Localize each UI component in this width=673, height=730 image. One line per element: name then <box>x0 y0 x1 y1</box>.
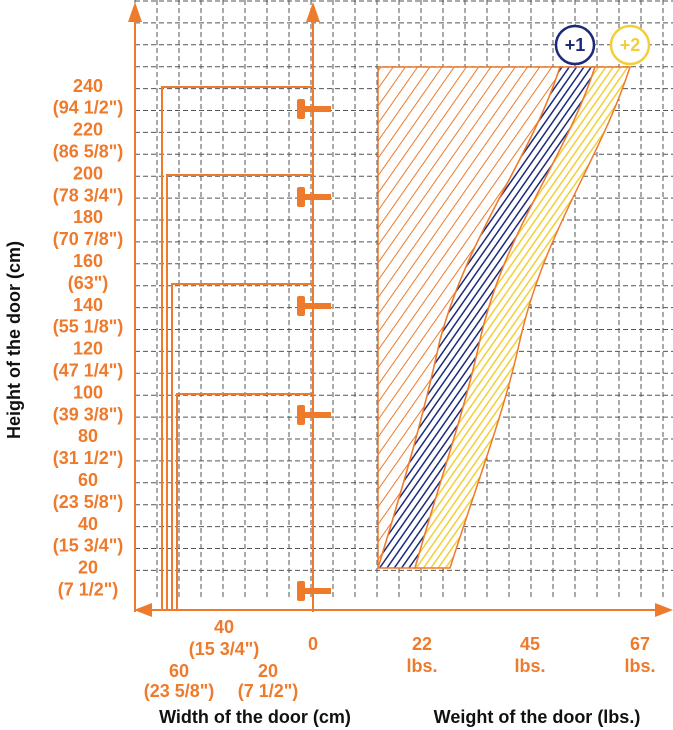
hinge-pin <box>305 194 331 200</box>
weight-tick-label: 22 <box>412 634 432 654</box>
y-tick-label: 140 <box>73 295 103 315</box>
y-tick-label: (94 1/2") <box>53 98 124 118</box>
y-tick-label: 40 <box>78 514 98 534</box>
y-tick-label: (78 3/4") <box>53 185 124 205</box>
width-tick-inch: (7 1/2") <box>238 681 299 701</box>
hinge <box>297 187 305 207</box>
hinge-pin <box>305 412 331 418</box>
y-tick-label: 100 <box>73 382 103 402</box>
hinge-pin <box>305 588 331 594</box>
y-tick-label: (86 5/8") <box>53 141 124 161</box>
weight-tick-unit: lbs. <box>514 656 545 676</box>
legend-label: +2 <box>620 35 641 55</box>
width-tick-label: 20 <box>258 661 278 681</box>
y-tick-label: (31 1/2") <box>53 448 124 468</box>
legend-circle <box>609 24 651 66</box>
weight-tick-label: 67 <box>630 634 650 654</box>
y-tick-label: (63") <box>68 273 109 293</box>
y-tick-label: (70 7/8") <box>53 229 124 249</box>
width-tick-inch: (23 5/8") <box>144 681 215 701</box>
width-tick-label: 0 <box>308 634 318 654</box>
width-axis-title: Width of the door (cm) <box>159 707 351 727</box>
hinge <box>297 296 305 316</box>
width-tick-label: 60 <box>169 661 189 681</box>
y-tick-label: 220 <box>73 120 103 140</box>
y-tick-label: 60 <box>78 470 98 490</box>
y-tick-label: 20 <box>78 558 98 578</box>
hinges <box>297 99 331 601</box>
hinge <box>297 99 305 119</box>
weight-axis-title: Weight of the door (lbs.) <box>434 707 641 727</box>
weight-tick-unit: lbs. <box>406 656 437 676</box>
legend-label: +1 <box>565 35 586 55</box>
band-plus2 <box>414 66 632 569</box>
y-tick-label: 80 <box>78 426 98 446</box>
weight-tick-label: 45 <box>520 634 540 654</box>
labels: 240(94 1/2")220(86 5/8")200(78 3/4")180(… <box>53 76 656 701</box>
y-tick-label: 180 <box>73 207 103 227</box>
weight-tick-unit: lbs. <box>624 656 655 676</box>
y-axis-title: Height of the door (cm) <box>4 241 24 439</box>
y-tick-label: 200 <box>73 163 103 183</box>
y-tick-label: (23 5/8") <box>53 492 124 512</box>
width-tick-label: 40 <box>214 617 234 637</box>
hinge-pin <box>305 106 331 112</box>
y-tick-label: 240 <box>73 76 103 96</box>
y-tick-label: (15 3/4") <box>53 536 124 556</box>
hinge-pin <box>305 303 331 309</box>
y-tick-label: 160 <box>73 251 103 271</box>
width-tick-inch: (15 3/4") <box>189 639 260 659</box>
hinge <box>297 405 305 425</box>
hinge <box>297 581 305 601</box>
y-tick-label: (7 1/2") <box>58 579 119 599</box>
y-tick-label: (47 1/4") <box>53 360 124 380</box>
y-tick-label: (39 3/8") <box>53 404 124 424</box>
legend-circle <box>554 24 596 66</box>
y-tick-label: (55 1/8") <box>53 317 124 337</box>
y-tick-label: 120 <box>73 339 103 359</box>
